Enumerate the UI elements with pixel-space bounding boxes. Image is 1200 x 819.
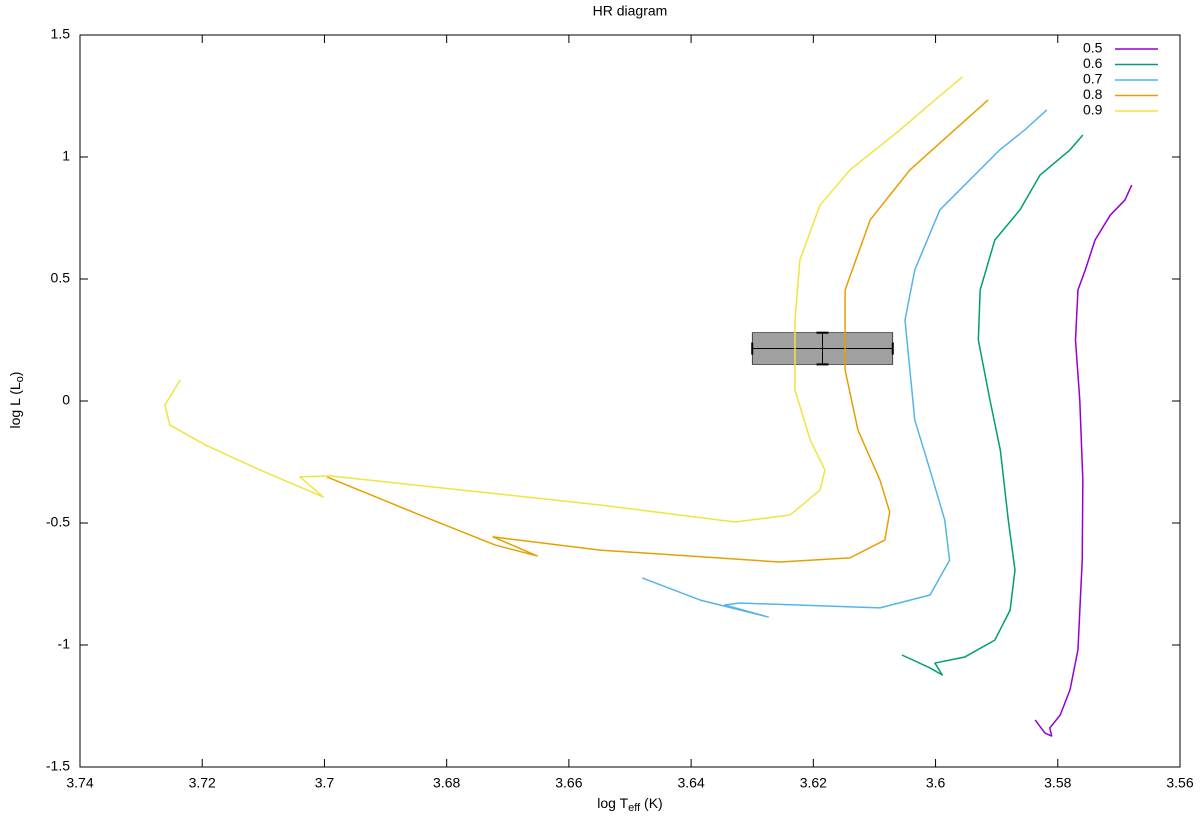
legend-label: 0.9 <box>1083 102 1103 118</box>
x-axis-label: log Teff (K) <box>597 795 662 814</box>
x-tick-label: 3.66 <box>555 775 582 791</box>
chart-title: HR diagram <box>593 3 668 19</box>
track-line <box>1034 184 1133 737</box>
x-tick-label: 3.7 <box>315 775 335 791</box>
y-axis-label: log L (Lo) <box>7 372 26 429</box>
y-tick-label: 1.5 <box>51 26 71 42</box>
y-tick-label: 0 <box>62 392 70 408</box>
y-axis-label-part: log L (L <box>7 382 23 428</box>
x-tick-label: 3.74 <box>66 775 93 791</box>
legend-label: 0.7 <box>1083 71 1103 87</box>
y-tick-label: 0.5 <box>51 270 71 286</box>
y-tick-label: -0.5 <box>46 514 70 530</box>
track-line <box>164 76 963 523</box>
x-axis-label-part: (K) <box>640 795 663 811</box>
x-tick-label: 3.58 <box>1044 775 1071 791</box>
legend-label: 0.5 <box>1083 40 1103 56</box>
y-axis-label-part: ) <box>7 372 23 377</box>
x-axis-label-part: log T <box>597 795 628 811</box>
x-tick-label: 3.68 <box>433 775 460 791</box>
x-tick-label: 3.56 <box>1166 775 1193 791</box>
plot-border <box>79 34 1181 768</box>
y-tick-label: -1.5 <box>46 758 70 774</box>
y-axis-label-sub: o <box>14 376 26 382</box>
track-line <box>641 109 1048 618</box>
x-tick-label: 3.72 <box>189 775 216 791</box>
x-tick-label: 3.6 <box>926 775 946 791</box>
x-axis-label-sub: eff <box>628 802 641 814</box>
x-tick-label: 3.64 <box>677 775 704 791</box>
track-line <box>901 134 1084 676</box>
y-tick-label: 1 <box>62 148 70 164</box>
legend-label: 0.8 <box>1083 86 1103 102</box>
y-tick-label: -1 <box>58 636 71 652</box>
x-tick-label: 3.62 <box>800 775 827 791</box>
legend-label: 0.6 <box>1083 55 1103 71</box>
track-line <box>326 99 989 563</box>
